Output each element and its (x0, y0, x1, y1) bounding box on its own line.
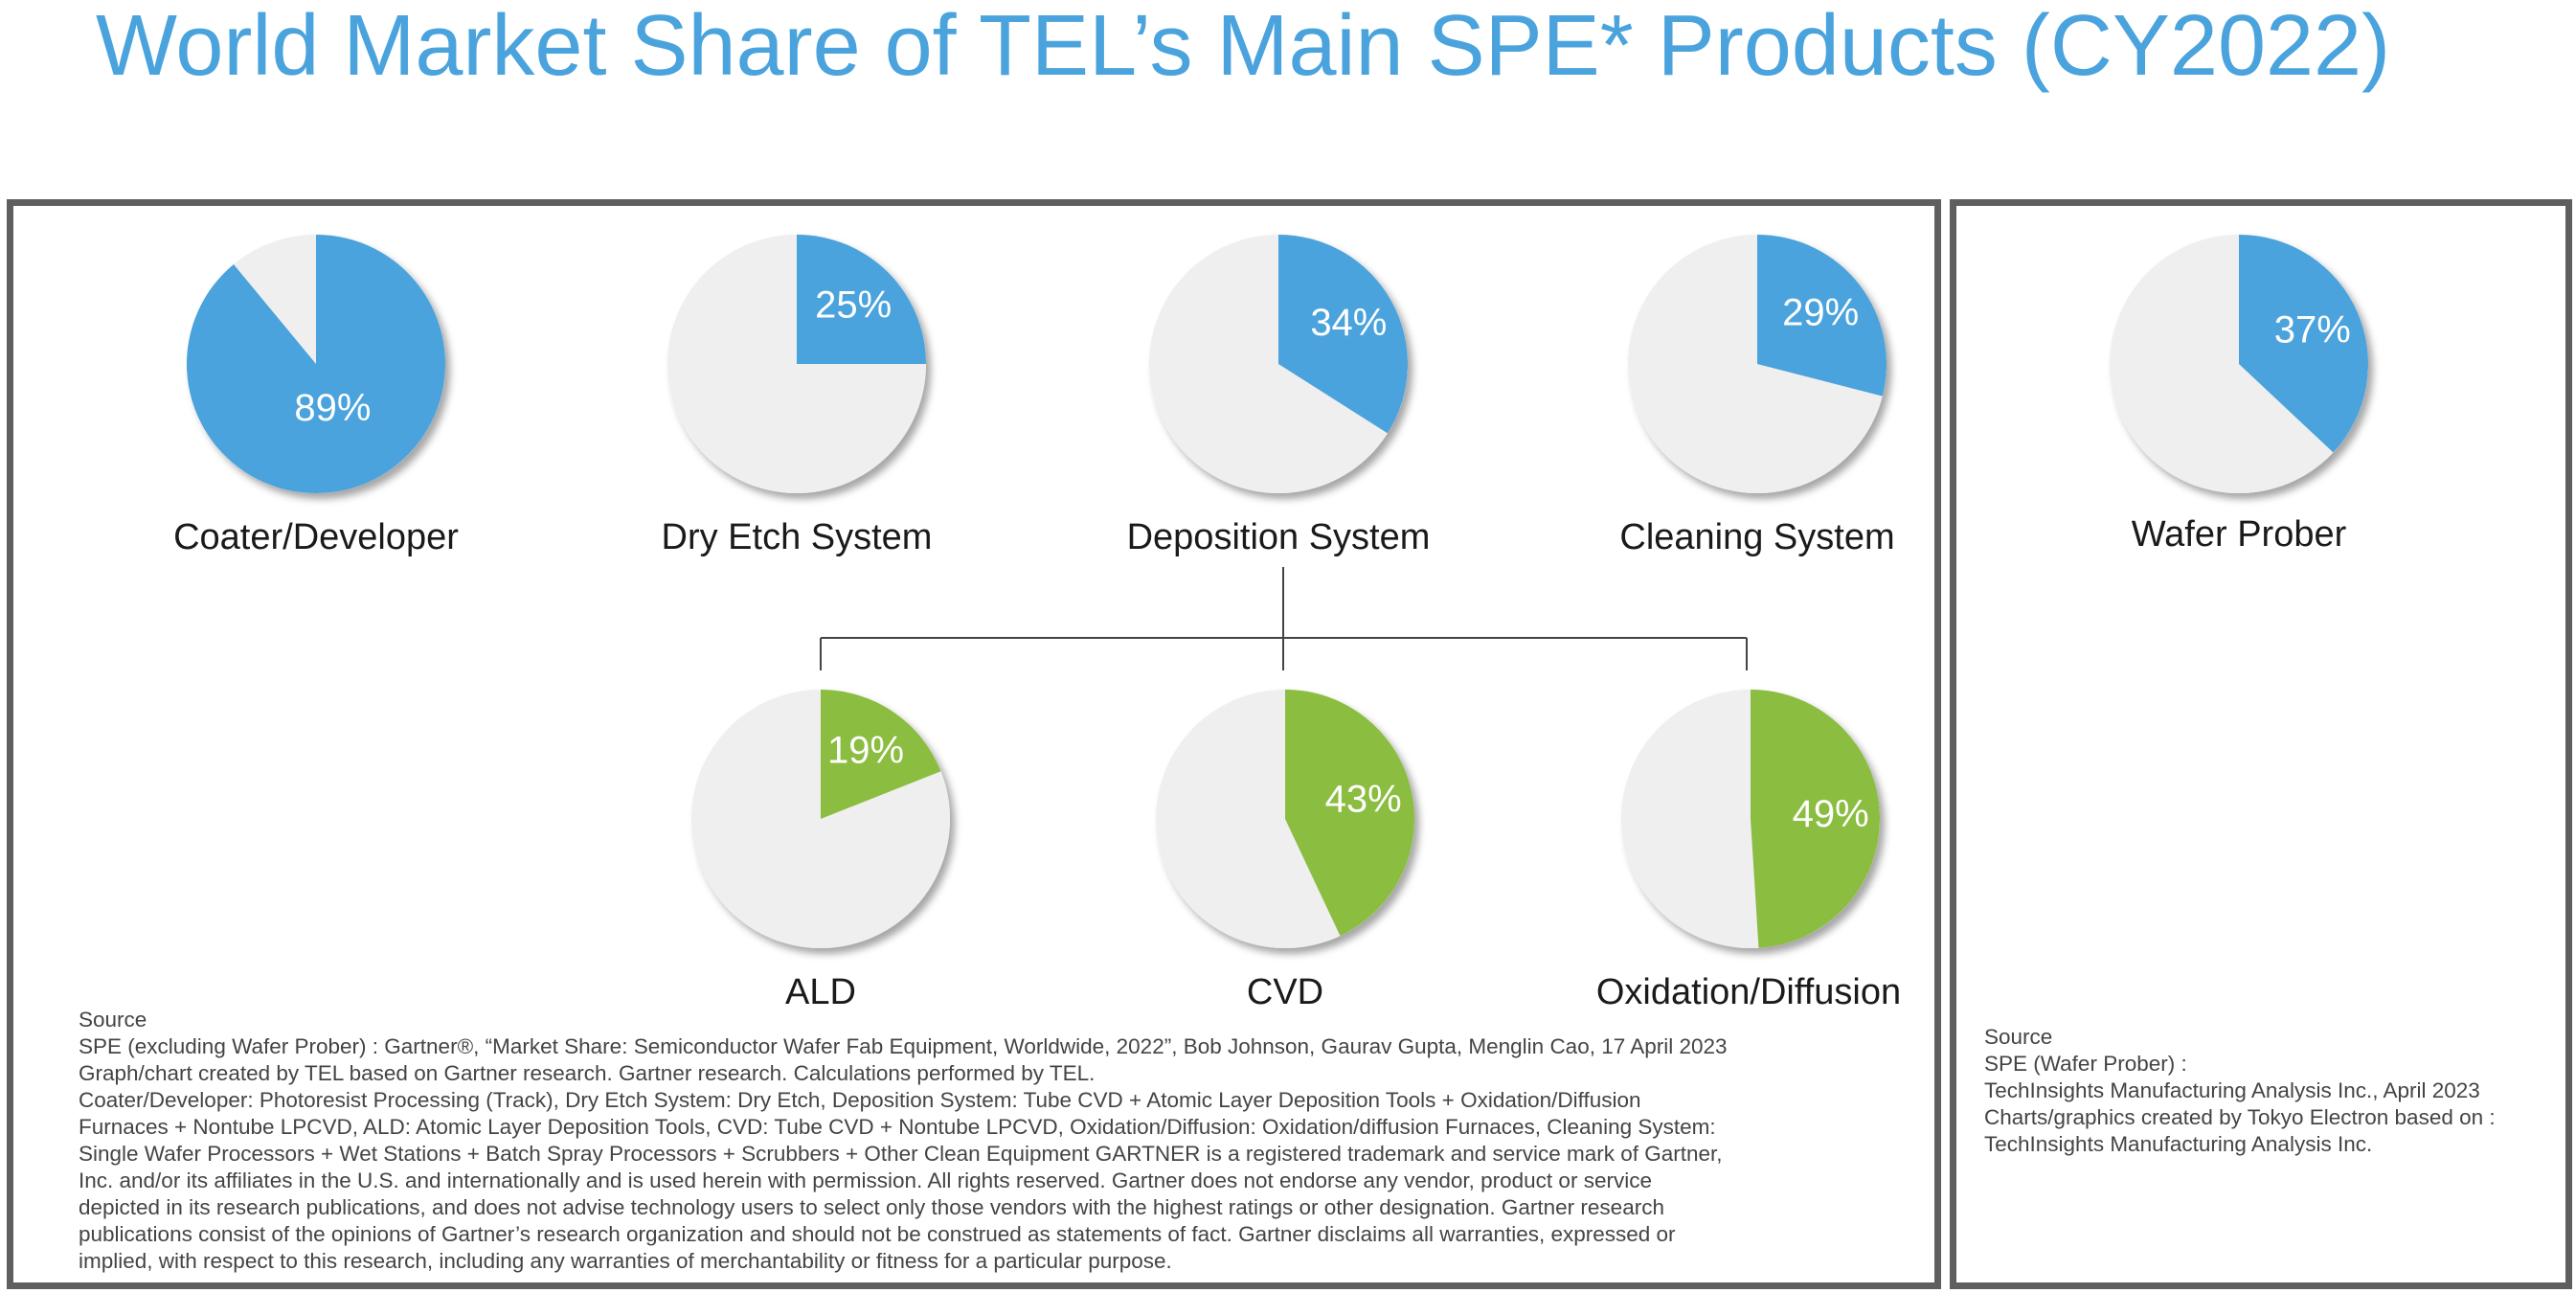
pie-slice-ald (821, 690, 941, 819)
pie-slice-cleaning-system (1757, 235, 1887, 397)
category-label-cvd: CVD (1247, 972, 1323, 1012)
source-note-main: Source SPE (excluding Wafer Prober) : Ga… (79, 1008, 1728, 1273)
pie-ald: 19% ALD (691, 690, 950, 1012)
pie-value-label-deposition-system: 34% (1310, 302, 1387, 344)
pie-value-label-wafer-prober: 37% (2274, 308, 2351, 351)
category-label-deposition-system: Deposition System (1127, 517, 1431, 557)
pie-slice-oxidation-diffusion (1751, 690, 1881, 948)
wafer-prober-panel (1950, 199, 2572, 1289)
source-note-wafer-prober: Source SPE (Wafer Prober) : TechInsights… (1984, 1025, 2496, 1156)
pie-deposition-system: 34% Deposition System (1127, 235, 1431, 557)
main-chart-panel (7, 199, 1941, 1289)
pie-cleaning-system: 29% Cleaning System (1619, 235, 1895, 557)
category-label-oxidation-diffusion: Oxidation/Diffusion (1596, 972, 1901, 1012)
pie-value-label-cvd: 43% (1325, 778, 1402, 820)
pie-dry-etch-system: 25% Dry Etch System (662, 235, 933, 557)
pie-slice-deposition-system (1278, 235, 1408, 434)
pie-slice-coater-developer (187, 235, 445, 493)
pie-slice-wafer-prober (2239, 235, 2368, 453)
category-label-wafer-prober: Wafer Prober (2132, 514, 2347, 555)
pie-wafer-prober: 37% Wafer Prober (2110, 235, 2368, 555)
category-label-cleaning-system: Cleaning System (1619, 517, 1894, 557)
pie-slice-dry-etch-system (797, 235, 926, 364)
category-label-ald: ALD (785, 972, 856, 1012)
pie-value-label-coater-developer: 89% (294, 387, 371, 429)
deposition-connector-lines (820, 567, 1748, 670)
category-label-coater-developer: Coater/Developer (173, 517, 459, 557)
pie-value-label-ald: 19% (827, 729, 904, 771)
pie-value-label-cleaning-system: 29% (1782, 291, 1859, 333)
pie-value-label-dry-etch-system: 25% (815, 284, 892, 326)
pie-cvd: 43% CVD (1156, 690, 1415, 1012)
pie-value-label-oxidation-diffusion: 49% (1793, 793, 1869, 835)
page-title: World Market Share of TEL’s Main SPE* Pr… (96, 0, 2391, 94)
category-label-dry-etch-system: Dry Etch System (662, 517, 933, 557)
pie-slice-cvd (1285, 690, 1415, 937)
pie-coater-developer: 89% Coater/Developer (173, 235, 459, 557)
pie-oxidation-diffusion: 49% Oxidation/Diffusion (1596, 690, 1901, 1012)
